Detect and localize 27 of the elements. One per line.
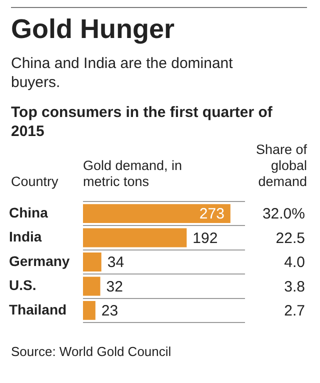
data-label: 273 (199, 206, 224, 223)
x-axis-title: Gold demand, in metric tons (83, 158, 183, 190)
bar (83, 204, 230, 223)
data-label: 192 (192, 230, 218, 247)
source-note: Source: World Gold Council (11, 344, 172, 359)
text: 22.5 (276, 230, 305, 247)
bar (83, 301, 96, 320)
data-label: 32 (106, 278, 123, 296)
text: 2.7 (284, 302, 305, 320)
y-tick-label: India (9, 228, 42, 245)
data-label: 23 (101, 302, 118, 320)
y-tick-label: China (9, 204, 48, 220)
bar (83, 228, 187, 248)
chart-title: Gold Hunger (11, 14, 174, 45)
y-tick-label: Germany (9, 252, 70, 269)
text: Top consumers in the first quarter of 2015 (11, 103, 274, 141)
text: 32.0% (262, 206, 305, 223)
text: 3.8 (284, 278, 305, 296)
data-label: 34 (107, 254, 124, 272)
text: 4.0 (284, 254, 305, 272)
bar (83, 252, 102, 272)
chart-subtitle: China and India are the dominant buyers. (11, 54, 234, 92)
y-axis-title: Country (11, 174, 58, 189)
text: Share of global demand (254, 142, 307, 190)
y-tick-label: Thailand (9, 301, 67, 318)
bar (83, 276, 100, 296)
y-tick-label: U.S. (9, 277, 36, 294)
